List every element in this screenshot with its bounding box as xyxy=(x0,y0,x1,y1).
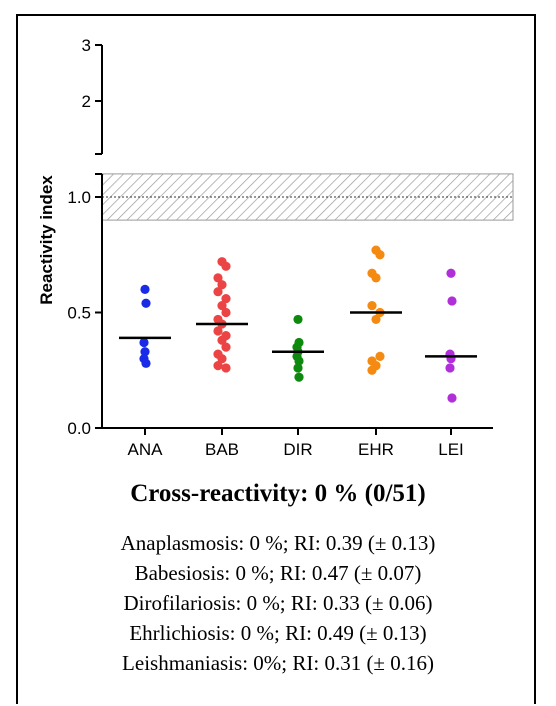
x-category-label: ANA xyxy=(128,440,164,459)
data-point xyxy=(447,296,457,306)
data-point xyxy=(213,326,223,336)
data-point xyxy=(217,300,227,311)
data-point xyxy=(294,356,304,366)
data-point xyxy=(293,314,303,325)
data-point xyxy=(294,372,304,382)
x-category-label: DIR xyxy=(283,440,312,459)
data-point xyxy=(213,287,223,297)
summary-line-anaplasmosis: Anaplasmosis: 0 %; RI: 0.39 (± 0.13) xyxy=(120,531,436,555)
data-point xyxy=(367,365,377,375)
summary-line-babesiosis: Babesiosis: 0 %; RI: 0.47 (± 0.07) xyxy=(134,561,422,585)
data-point xyxy=(217,335,227,345)
y-tick-label: 1.0 xyxy=(67,188,91,207)
data-point xyxy=(221,261,231,271)
data-point xyxy=(221,342,231,352)
summary-line-dirofilariosis: Dirofilariosis: 0 %; RI: 0.33 (± 0.06) xyxy=(123,591,433,615)
data-point xyxy=(221,363,231,373)
data-point xyxy=(221,307,231,318)
data-point xyxy=(293,363,303,373)
data-point xyxy=(217,280,227,290)
data-point xyxy=(141,298,151,308)
scatter-chart: 0.0 0.5 1.0 2 3 Reactivity index ANA BAB DIR EHR L… xyxy=(37,36,514,459)
data-point xyxy=(213,273,223,283)
data-point xyxy=(371,273,381,283)
data-point xyxy=(139,337,149,348)
x-category-label: BAB xyxy=(205,440,239,459)
y-tick-label: 0.5 xyxy=(67,304,91,323)
x-category-label: EHR xyxy=(358,440,394,459)
data-point xyxy=(371,314,381,325)
y-tick-label: 0.0 xyxy=(67,419,91,438)
data-point xyxy=(375,250,385,260)
data-point xyxy=(221,294,231,304)
y-tick-label: 2 xyxy=(82,92,91,111)
data-point xyxy=(375,351,385,361)
y-tick-label: 3 xyxy=(82,36,91,55)
summary-line-ehrlichiosis: Ehrlichiosis: 0 %; RI: 0.49 (± 0.13) xyxy=(129,621,427,645)
data-point xyxy=(445,363,455,373)
data-point xyxy=(446,268,456,278)
data-point xyxy=(447,393,457,403)
x-category-label: LEI xyxy=(438,440,464,459)
data-point xyxy=(140,347,150,357)
summary-list: Anaplasmosis: 0 %; RI: 0.39 (± 0.13) Bab… xyxy=(18,528,538,678)
data-point xyxy=(213,361,223,371)
data-point xyxy=(367,300,377,311)
y-axis-title: Reactivity index xyxy=(37,175,56,305)
data-point xyxy=(140,284,150,294)
cross-reactivity-headline: Cross-reactivity: 0 % (0/51) xyxy=(130,480,426,507)
data-point xyxy=(217,354,227,364)
data-point xyxy=(141,358,151,368)
summary-line-leishmaniasis: Leishmaniasis: 0%; RI: 0.31 (± 0.16) xyxy=(122,651,434,675)
